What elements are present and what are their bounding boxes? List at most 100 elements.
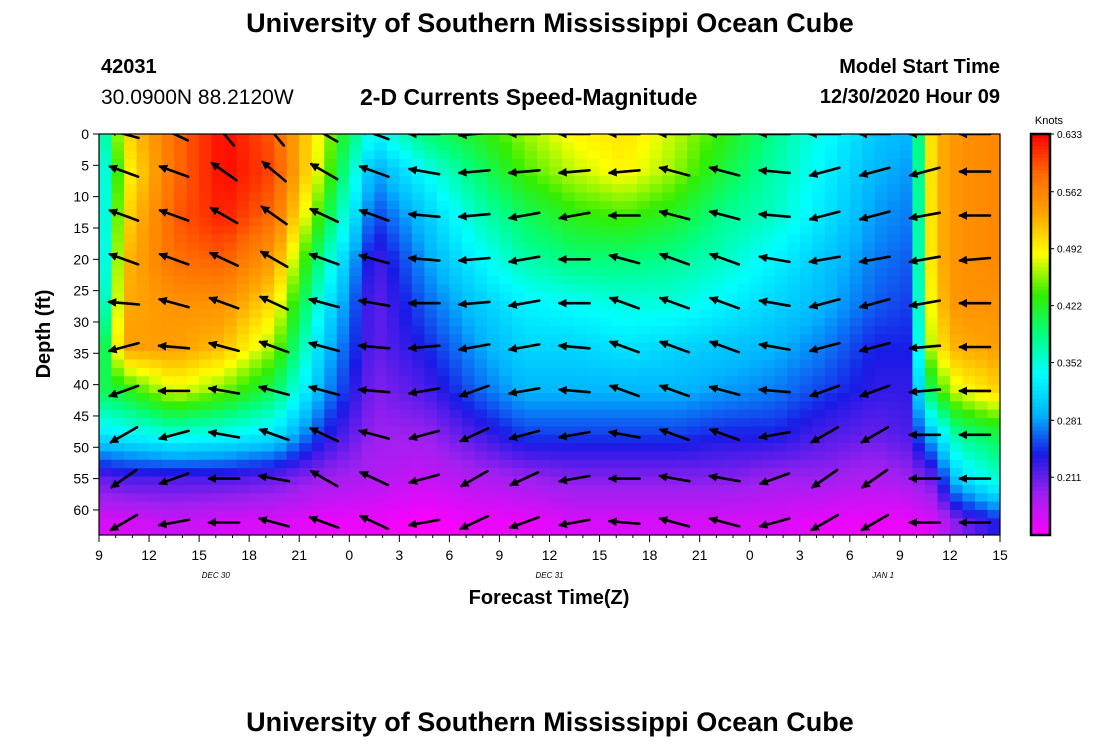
heatmap-cell <box>937 476 951 486</box>
heatmap-cell <box>349 493 363 503</box>
heatmap-cell <box>386 476 400 486</box>
current-vector-arrow <box>908 343 942 353</box>
current-vector-arrow <box>407 386 441 397</box>
heatmap-cell <box>724 443 738 453</box>
heatmap-cell <box>862 384 876 394</box>
heatmap-cell <box>274 292 288 302</box>
heatmap-cell <box>599 200 613 210</box>
heatmap-cell <box>749 459 763 469</box>
heatmap-cell <box>499 167 513 177</box>
heatmap-cell <box>136 276 150 285</box>
heatmap-cell <box>587 267 601 277</box>
colorbar-legend: Knots 0.6330.5620.4920.4220.3520.2810.21… <box>1029 115 1082 537</box>
heatmap-cell <box>862 267 876 277</box>
x-tick-label: 9 <box>496 547 504 563</box>
heatmap-cell <box>361 267 375 277</box>
heatmap-cell <box>249 242 263 252</box>
heatmap-cell <box>249 309 263 319</box>
heatmap-cell <box>199 351 213 361</box>
heatmap-cell <box>524 142 538 152</box>
heatmap-cell <box>912 267 926 277</box>
heatmap-cell <box>574 276 588 285</box>
heatmap-cell <box>374 359 388 369</box>
heatmap-cell <box>399 501 413 511</box>
heatmap-cell <box>599 384 613 394</box>
heatmap-cell <box>549 192 563 202</box>
heatmap-cell <box>174 367 188 377</box>
heatmap-cell <box>449 376 463 386</box>
heatmap-cell <box>536 342 551 352</box>
heatmap-cell <box>549 526 563 535</box>
y-tick-label: 25 <box>73 283 89 299</box>
heatmap-cell <box>549 351 563 361</box>
heatmap-cell <box>324 184 338 194</box>
heatmap-cell <box>649 409 663 419</box>
current-vector-arrow <box>157 296 190 309</box>
heatmap-cell <box>461 359 476 369</box>
station-coordinates: 30.0900N 88.2120W <box>101 86 294 109</box>
heatmap-cell <box>912 418 926 427</box>
heatmap-cell <box>749 484 763 494</box>
heatmap-cell <box>349 234 363 244</box>
heatmap-cell <box>774 451 788 461</box>
heatmap-cell <box>587 184 601 194</box>
heatmap-cell <box>249 468 263 478</box>
heatmap-cell <box>562 392 576 402</box>
heatmap-cell <box>624 225 638 235</box>
heatmap-cell <box>499 434 513 444</box>
current-vector-arrow <box>658 516 691 528</box>
heatmap-cell <box>849 217 863 227</box>
heatmap-cell <box>974 484 989 494</box>
heatmap-cell <box>674 342 688 352</box>
heatmap-cell <box>536 134 551 143</box>
heatmap-cell <box>924 468 939 478</box>
current-vector-arrow <box>859 384 891 398</box>
current-vector-arrow <box>110 468 138 489</box>
heatmap-cell <box>949 217 964 227</box>
heatmap-cell <box>862 484 876 494</box>
heatmap-cell <box>862 468 876 478</box>
heatmap-cell <box>687 493 701 503</box>
heatmap-cell <box>837 509 851 519</box>
heatmap-cell <box>349 317 363 327</box>
heatmap-cell <box>386 443 400 453</box>
heatmap-cell <box>899 426 913 436</box>
heatmap-cell <box>436 184 450 194</box>
heatmap-cell <box>549 259 563 269</box>
heatmap-cell <box>461 367 476 377</box>
heatmap-cell <box>799 192 813 202</box>
heatmap-cell <box>461 301 476 311</box>
heatmap-cell <box>449 200 463 210</box>
heatmap-cell <box>261 351 275 361</box>
heatmap-cell <box>149 192 163 202</box>
heatmap-cell <box>649 359 663 369</box>
heatmap-cell <box>724 225 738 235</box>
heatmap-cell <box>474 217 488 227</box>
heatmap-cell <box>161 434 175 444</box>
heatmap-cell <box>949 476 964 486</box>
heatmap-cell <box>236 301 250 311</box>
heatmap-cell <box>637 392 651 402</box>
heatmap-cell <box>499 276 513 285</box>
heatmap-cell <box>574 526 588 535</box>
heatmap-cell <box>299 484 313 494</box>
heatmap-cell <box>461 217 476 227</box>
heatmap-cell <box>411 184 425 194</box>
current-vector-arrow <box>459 514 490 531</box>
heatmap-cell <box>599 392 613 402</box>
heatmap-cell <box>224 334 238 344</box>
heatmap-cell <box>486 351 501 361</box>
colorbar-segment <box>1031 162 1050 167</box>
heatmap-cell <box>724 259 738 269</box>
heatmap-cell <box>461 142 476 152</box>
heatmap-cell <box>649 167 663 177</box>
x-tick-label: 15 <box>992 547 1008 563</box>
heatmap-cell <box>587 234 601 244</box>
heatmap-cell <box>449 493 463 503</box>
heatmap-cell <box>687 167 701 177</box>
heatmap-cell <box>612 351 626 361</box>
heatmap-cell <box>887 234 901 244</box>
heatmap-cell <box>211 409 225 419</box>
current-vector-arrow <box>808 166 841 178</box>
heatmap-cell <box>274 468 288 478</box>
